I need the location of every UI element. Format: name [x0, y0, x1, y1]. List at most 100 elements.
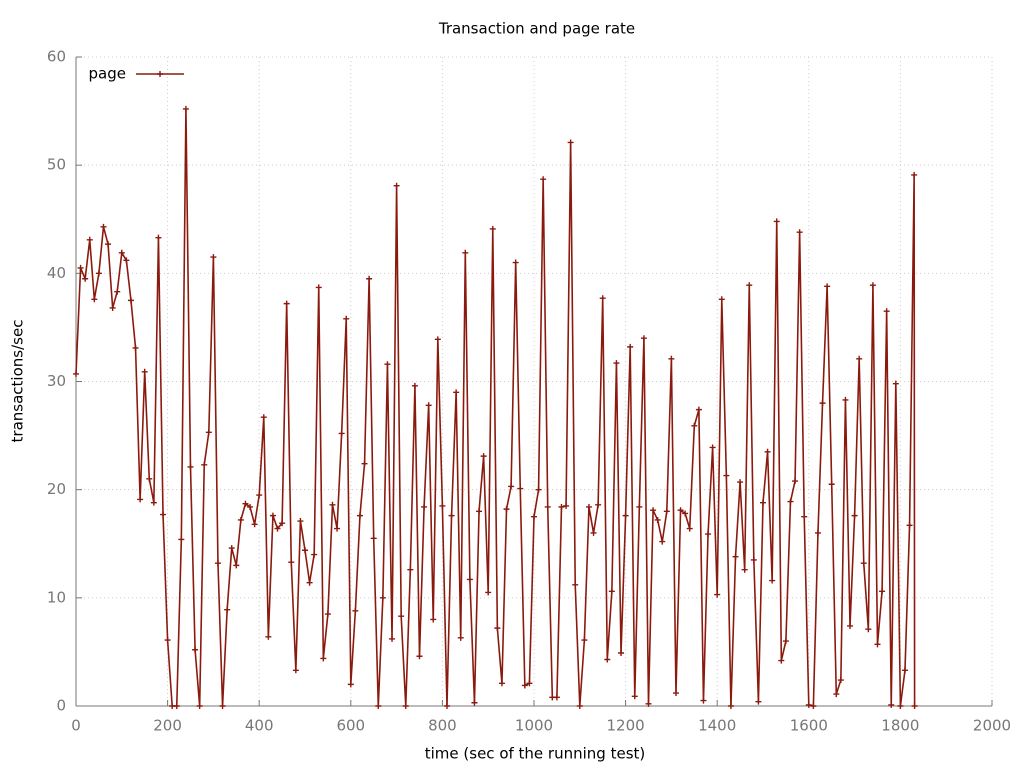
point: [498, 680, 505, 687]
point: [599, 295, 606, 302]
point: [324, 611, 331, 618]
x-tick-label: 1400: [698, 717, 736, 735]
point: [462, 249, 469, 256]
point: [563, 502, 570, 509]
point: [283, 300, 290, 307]
point: [718, 296, 725, 303]
point: [123, 257, 130, 264]
point: [540, 176, 547, 183]
point: [618, 649, 625, 656]
point: [205, 429, 212, 436]
point: [911, 703, 918, 709]
point: [764, 448, 771, 455]
point: [659, 538, 666, 545]
y-tick-label: 0: [56, 697, 66, 715]
point: [526, 680, 533, 687]
y-tick-label: 20: [47, 480, 66, 498]
point: [375, 703, 382, 709]
point: [544, 503, 551, 510]
point: [91, 296, 98, 303]
point: [86, 236, 93, 243]
point: [865, 626, 872, 633]
point: [471, 699, 478, 706]
x-tick-label: 1800: [881, 717, 919, 735]
point: [214, 560, 221, 567]
point: [219, 703, 226, 709]
point: [173, 703, 180, 709]
x-tick-label: 1200: [607, 717, 645, 735]
x-tick-label: 1000: [515, 717, 553, 735]
point: [356, 512, 363, 519]
point: [132, 344, 139, 351]
point: [727, 703, 734, 709]
point: [247, 503, 254, 510]
point: [389, 635, 396, 642]
point: [760, 499, 766, 506]
x-tick-label: 600: [336, 717, 365, 735]
point: [654, 516, 661, 523]
point: [187, 463, 194, 470]
point: [334, 525, 341, 532]
point: [411, 382, 418, 389]
point: [737, 479, 744, 486]
point: [746, 282, 753, 289]
point: [160, 511, 167, 518]
point: [585, 503, 592, 510]
point: [361, 460, 368, 467]
point: [127, 297, 134, 304]
point: [847, 622, 854, 629]
point: [517, 485, 524, 492]
point: [288, 559, 295, 566]
point: [581, 637, 588, 644]
y-tick-label: 10: [47, 588, 66, 606]
point: [741, 566, 748, 573]
point: [805, 701, 812, 708]
point: [453, 389, 460, 396]
point: [595, 501, 602, 508]
point: [892, 380, 899, 387]
point: [604, 656, 611, 663]
point: [457, 634, 464, 641]
point: [256, 492, 263, 499]
point: [622, 512, 629, 519]
point: [773, 218, 780, 225]
point: [164, 637, 171, 644]
point: [828, 481, 835, 488]
point: [512, 259, 519, 266]
point: [906, 522, 913, 529]
point: [201, 461, 208, 468]
point: [233, 562, 240, 569]
x-axis-label: time (sec of the running test): [425, 745, 646, 763]
point: [311, 551, 318, 558]
point: [613, 360, 620, 367]
point: [672, 690, 679, 697]
point: [576, 703, 583, 709]
point: [242, 500, 249, 507]
point: [155, 234, 162, 241]
point: [224, 606, 231, 613]
point: [911, 171, 918, 178]
point: [631, 693, 638, 700]
point: [269, 512, 276, 519]
point: [489, 225, 496, 232]
point: [810, 703, 817, 709]
point: [819, 400, 826, 407]
y-axis-label: transactions/sec: [9, 320, 27, 443]
point: [558, 503, 565, 510]
point: [686, 525, 693, 532]
point: [709, 444, 716, 451]
point: [196, 703, 203, 709]
y-tick-label: 50: [47, 156, 66, 174]
y-tick-label: 40: [47, 264, 66, 282]
chart-title: Transaction and page rate: [438, 20, 635, 38]
point: [842, 396, 849, 403]
point: [73, 370, 79, 377]
point: [705, 531, 712, 538]
point: [228, 545, 235, 552]
point: [274, 525, 281, 532]
point: [553, 694, 560, 701]
point: [535, 486, 542, 493]
point: [421, 503, 428, 510]
point: [682, 510, 689, 517]
point: [755, 698, 762, 705]
